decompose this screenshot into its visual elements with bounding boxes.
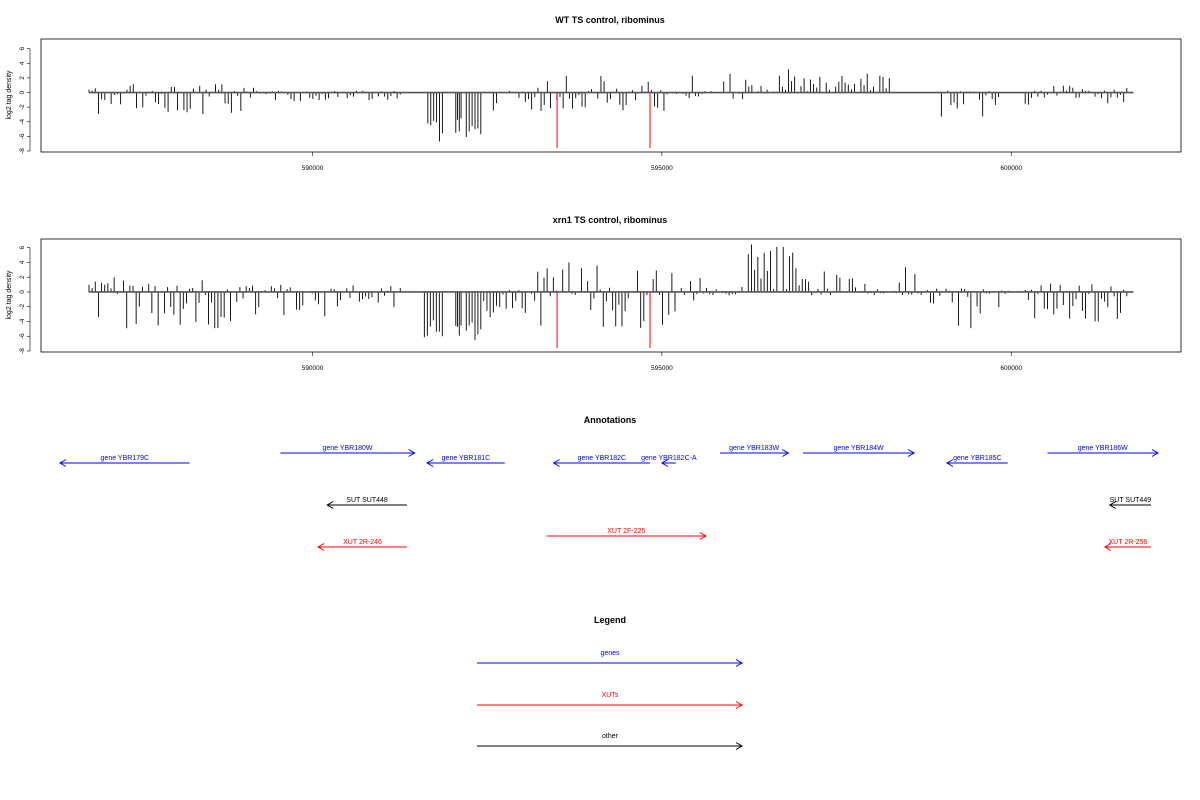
annotation-label: SUT SUT448 (346, 497, 388, 504)
xrn1-x-tick-label: 600000 (1000, 365, 1022, 372)
wt-y-tick-label: 4 (19, 61, 26, 65)
annotation-arrowhead (426, 459, 434, 467)
xrn1-y-tick-label: -6 (19, 333, 26, 339)
wt-bars (88, 69, 1134, 149)
annotation-arrowhead (408, 449, 416, 457)
annotation-label: XUT 2R-246 (343, 539, 382, 546)
wt-y-tick-label: -4 (19, 118, 26, 124)
wt-panel-title: WT TS control, ribominus (555, 15, 665, 25)
annotation-label: gene YBR184W (834, 445, 884, 452)
annotation-label: gene YBR182C-A (641, 455, 697, 462)
legend-arrowhead (735, 742, 743, 750)
legend-label: genes (600, 650, 620, 657)
xrn1-x-tick-label: 595000 (651, 365, 673, 372)
xrn1-x-axis: 590000 595000 600000 (302, 352, 1022, 372)
annotation-arrowhead (59, 459, 67, 467)
annotation-arrowhead (1103, 543, 1112, 551)
annotation-label: gene YBR183W (729, 445, 779, 452)
annotation-label: gene YBR182C (578, 455, 627, 462)
annotation-arrowhead (699, 532, 707, 540)
wt-plot-frame (40, 38, 1182, 153)
legend-entries: genes XUTs other (477, 650, 743, 750)
xrn1-y-tick-label: -4 (19, 318, 26, 324)
legend-label: other (602, 733, 619, 740)
annotation-features: gene YBR179C gene YBR180W gene YBR181C gene… (59, 445, 1159, 551)
legend-label: XUTs (602, 692, 619, 699)
xrn1-y-tick-label: 4 (19, 260, 26, 264)
annotation-label: SUT SUT449 (1110, 497, 1152, 504)
annotation-arrowhead (326, 501, 334, 509)
annotation-label: gene YBR181C (442, 455, 491, 462)
annotation-label: gene YBR179C (101, 455, 150, 462)
wt-y-tick-label: -6 (19, 133, 26, 139)
wt-y-tick-label: 2 (19, 76, 26, 80)
wt-x-tick-label: 590000 (302, 165, 324, 172)
legend-arrowhead (735, 659, 743, 667)
annotation-label: XUT 2R-256 (1109, 539, 1148, 546)
legend-arrowhead (735, 701, 743, 709)
legend-title: Legend (594, 615, 626, 625)
wt-y-axis-label: log2 tag density (6, 70, 13, 120)
annotation-arrowhead (660, 459, 669, 467)
annotation-label: gene YBR186W (1078, 445, 1128, 452)
wt-y-axis: -8 -6 -4 -2 0 2 4 6 (19, 46, 31, 154)
xrn1-x-tick-label: 590000 (302, 365, 324, 372)
wt-y-tick-label: 6 (19, 46, 26, 50)
annotation-arrowhead (907, 449, 916, 457)
annotation-label: gene YBR185C (953, 455, 1002, 462)
annotation-arrowhead (1151, 449, 1159, 457)
legend-panel: Legend genes XUTs other (477, 615, 743, 750)
annotation-arrowhead (552, 459, 560, 467)
xrn1-panel-title: xrn1 TS control, ribominus (553, 215, 668, 225)
wt-y-tick-label: 0 (19, 90, 26, 94)
annotation-arrowhead (317, 543, 325, 551)
xrn1-y-tick-label: -2 (19, 303, 26, 309)
wt-x-tick-label: 600000 (1000, 165, 1022, 172)
annotations-title: Annotations (584, 415, 637, 425)
wt-density-panel: WT TS control, ribominus log2 tag densit… (6, 15, 1182, 172)
annotation-label: XUT 2F-225 (607, 528, 645, 535)
annotation-label: gene YBR180W (322, 445, 372, 452)
wt-y-tick-label: -8 (19, 148, 26, 154)
wt-y-tick-label: -2 (19, 104, 26, 110)
xrn1-y-axis-label: log2 tag density (6, 270, 13, 320)
annotation-arrowhead (1108, 501, 1117, 509)
wt-x-tick-label: 595000 (651, 165, 673, 172)
wt-x-axis: 590000 595000 600000 (302, 152, 1022, 172)
xrn1-plot-frame (40, 238, 1182, 353)
xrn1-y-tick-label: 2 (19, 275, 26, 279)
xrn1-bars (88, 244, 1134, 349)
annotation-arrowhead (945, 459, 954, 467)
xrn1-y-axis: -8 -6 -4 -2 0 2 4 6 (19, 246, 31, 354)
annotation-arrowhead (782, 449, 790, 457)
xrn1-y-tick-label: 6 (19, 246, 26, 250)
xrn1-y-tick-label: 0 (19, 290, 26, 294)
xrn1-density-panel: xrn1 TS control, ribominus log2 tag dens… (6, 215, 1182, 372)
xrn1-y-tick-label: -8 (19, 348, 26, 354)
